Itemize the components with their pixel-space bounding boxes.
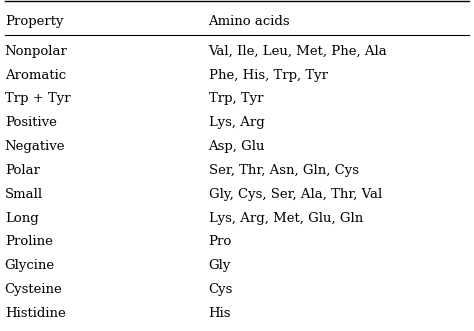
Text: Glycine: Glycine	[5, 259, 55, 272]
Text: Cysteine: Cysteine	[5, 283, 63, 296]
Text: Asp, Glu: Asp, Glu	[209, 140, 265, 153]
Text: Lys, Arg, Met, Glu, Gln: Lys, Arg, Met, Glu, Gln	[209, 212, 363, 224]
Text: Val, Ile, Leu, Met, Phe, Ala: Val, Ile, Leu, Met, Phe, Ala	[209, 45, 387, 58]
Text: His: His	[209, 307, 231, 320]
Text: Long: Long	[5, 212, 38, 224]
Text: Pro: Pro	[209, 235, 232, 248]
Text: Cys: Cys	[209, 283, 233, 296]
Text: Nonpolar: Nonpolar	[5, 45, 68, 58]
Text: Lys, Arg: Lys, Arg	[209, 116, 264, 129]
Text: Property: Property	[5, 15, 63, 28]
Text: Negative: Negative	[5, 140, 65, 153]
Text: Gly: Gly	[209, 259, 231, 272]
Text: Trp + Tyr: Trp + Tyr	[5, 92, 70, 105]
Text: Histidine: Histidine	[5, 307, 65, 320]
Text: Proline: Proline	[5, 235, 53, 248]
Text: Ser, Thr, Asn, Gln, Cys: Ser, Thr, Asn, Gln, Cys	[209, 164, 358, 177]
Text: Phe, His, Trp, Tyr: Phe, His, Trp, Tyr	[209, 69, 328, 81]
Text: Aromatic: Aromatic	[5, 69, 66, 81]
Text: Positive: Positive	[5, 116, 56, 129]
Text: Amino acids: Amino acids	[209, 15, 290, 28]
Text: Polar: Polar	[5, 164, 40, 177]
Text: Small: Small	[5, 188, 43, 201]
Text: Trp, Tyr: Trp, Tyr	[209, 92, 263, 105]
Text: Gly, Cys, Ser, Ala, Thr, Val: Gly, Cys, Ser, Ala, Thr, Val	[209, 188, 382, 201]
